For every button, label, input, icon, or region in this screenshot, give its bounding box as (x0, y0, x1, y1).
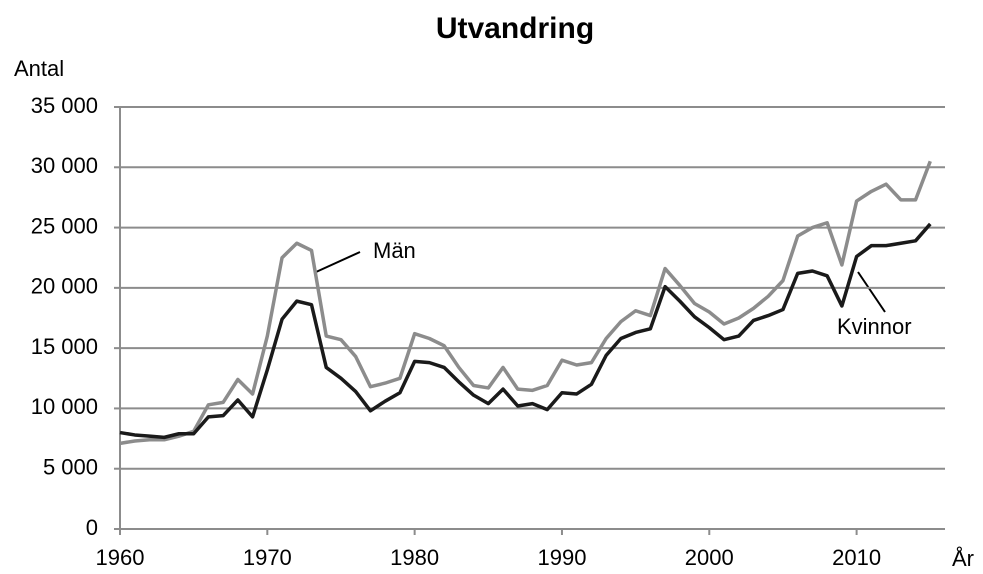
chart-title: Utvandring (436, 12, 594, 45)
leader-line (315, 251, 361, 273)
x-tick-label: 1960 (96, 545, 145, 570)
y-tick-label: 0 (86, 515, 98, 540)
y-tick-label: 25 000 (31, 213, 98, 238)
y-tick-label: 20 000 (31, 274, 98, 299)
series-label: Kvinnor (837, 314, 912, 339)
y-axis-label: Antal (14, 56, 64, 81)
series-line (119, 160, 932, 446)
leader-line (857, 271, 886, 313)
x-axis-label: År (952, 546, 974, 571)
series-line (119, 222, 932, 440)
x-tick-label: 1970 (243, 545, 292, 570)
x-tick-label: 2000 (685, 545, 734, 570)
y-tick-label: 30 000 (31, 153, 98, 178)
x-tick-label: 1980 (390, 545, 439, 570)
y-tick-label: 35 000 (31, 93, 98, 118)
y-tick-label: 5 000 (43, 455, 98, 480)
y-tick-label: 15 000 (31, 334, 98, 359)
series-label: Män (373, 238, 416, 263)
y-tick-label: 10 000 (31, 394, 98, 419)
x-tick-label: 2010 (832, 545, 881, 570)
x-tick-label: 1990 (537, 545, 586, 570)
